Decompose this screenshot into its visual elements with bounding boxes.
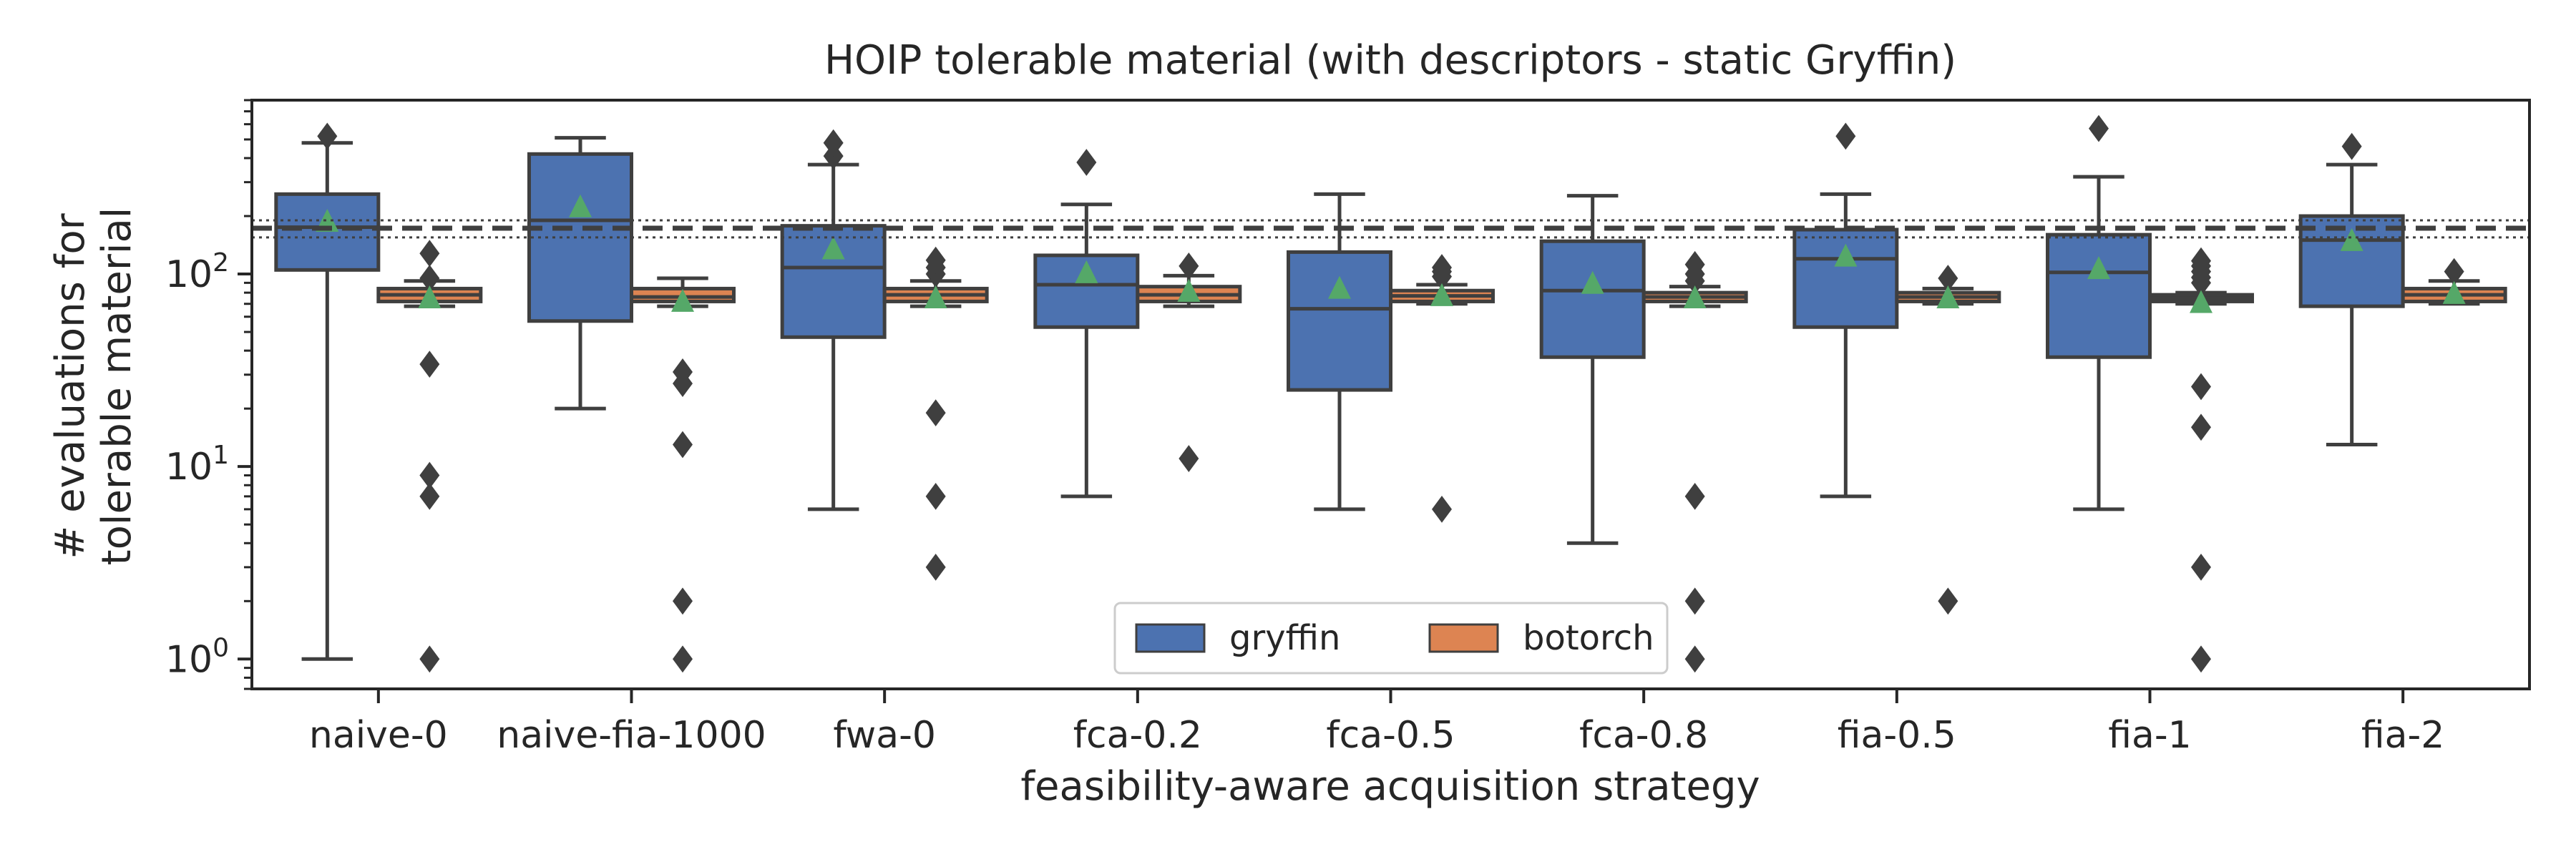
outlier-marker — [1835, 122, 1856, 150]
outlier-marker — [2089, 114, 2109, 142]
outlier-marker — [1179, 445, 1199, 472]
y-tick-label: 101 — [165, 441, 229, 489]
y-tick-label: 102 — [165, 248, 229, 296]
outlier-marker — [925, 554, 946, 581]
outlier-marker — [823, 129, 844, 157]
outlier-marker — [673, 645, 693, 673]
box-gryffin-naive-fia-1000 — [527, 152, 633, 323]
mean-marker — [1581, 270, 1604, 294]
legend-frame — [1113, 602, 1669, 675]
series-gryffin — [274, 114, 2405, 661]
mean-marker — [1430, 283, 1453, 306]
outlier-marker — [419, 351, 440, 378]
mean-marker — [418, 285, 441, 309]
mean-marker — [924, 285, 947, 309]
x-tick-label: naive-fia-1000 — [497, 714, 766, 757]
mean-marker — [1075, 260, 1098, 283]
mean-marker — [569, 194, 592, 217]
mean-marker — [1177, 278, 1201, 302]
box-gryffin-fca-0.5 — [1287, 250, 1392, 392]
mean-marker — [821, 236, 845, 260]
x-tick-label: fia-2 — [2361, 714, 2444, 757]
chart-title: HOIP tolerable material (with descriptor… — [824, 37, 1956, 84]
legend-label-botorch: botorch — [1523, 618, 1654, 658]
mean-marker — [2087, 256, 2110, 280]
y-tick-label: 100 — [165, 633, 229, 681]
box-gryffin-fia-1 — [2046, 232, 2152, 359]
mean-marker — [1936, 285, 1960, 309]
outlier-marker — [673, 587, 693, 615]
outlier-marker — [1684, 587, 1705, 615]
outlier-marker — [925, 399, 946, 427]
outlier-marker — [419, 645, 440, 673]
y-axis-label-line-1: # evaluations for — [47, 212, 94, 559]
x-tick-label: fia-1 — [2108, 714, 2191, 757]
outlier-marker — [2191, 645, 2211, 673]
outlier-marker — [2191, 413, 2211, 441]
box-gryffin-fwa-0 — [780, 224, 887, 339]
outlier-marker — [925, 482, 946, 510]
outlier-marker — [419, 240, 440, 268]
legend-swatch-gryffin — [1135, 623, 1206, 653]
x-tick-label: fca-0.8 — [1579, 714, 1708, 757]
outlier-marker — [1938, 265, 1958, 292]
outlier-marker — [419, 265, 440, 292]
outlier-marker — [2191, 554, 2211, 581]
x-tick-label: naive-0 — [309, 714, 448, 757]
x-axis-label: feasibility-aware acquisition strategy — [1020, 763, 1760, 810]
x-tick-label: fca-0.2 — [1073, 714, 1202, 757]
outlier-marker — [1684, 482, 1705, 510]
outlier-marker — [925, 246, 946, 274]
outlier-marker — [1179, 253, 1199, 280]
outlier-marker — [419, 461, 440, 489]
outlier-marker — [419, 482, 440, 510]
outlier-marker — [1684, 250, 1705, 278]
mean-marker — [2442, 280, 2466, 304]
outlier-marker — [2191, 247, 2211, 275]
outlier-marker — [1684, 645, 1705, 673]
legend-swatch-botorch — [1428, 623, 1499, 653]
mean-marker — [1834, 243, 1858, 267]
outlier-marker — [1076, 149, 1097, 176]
mean-marker — [671, 288, 694, 312]
mean-marker — [2340, 227, 2363, 251]
outlier-marker — [2191, 373, 2211, 401]
outlier-marker — [673, 358, 693, 386]
x-tick-label: fia-0.5 — [1838, 714, 1956, 757]
outlier-marker — [673, 431, 693, 459]
outlier-marker — [2341, 132, 2362, 160]
outlier-marker — [317, 122, 338, 150]
x-tick-label: fca-0.5 — [1326, 714, 1455, 757]
y-axis-label-line-2: tolerable material — [94, 207, 140, 566]
outlier-marker — [1938, 587, 1958, 615]
x-tick-label: fwa-0 — [833, 714, 936, 757]
mean-marker — [1328, 275, 1351, 299]
mean-marker — [2190, 290, 2212, 313]
outlier-marker — [1432, 254, 1452, 281]
legend-label-gryffin: gryffin — [1229, 618, 1340, 658]
box-gryffin-naive-0 — [274, 192, 381, 272]
outlier-marker — [2444, 258, 2464, 285]
series-botorch — [376, 240, 2507, 673]
outlier-marker — [1432, 495, 1452, 523]
box-gryffin-fca-0.8 — [1539, 239, 1646, 359]
legend: gryffin botorch — [1113, 602, 1669, 675]
mean-marker — [1683, 285, 1707, 309]
